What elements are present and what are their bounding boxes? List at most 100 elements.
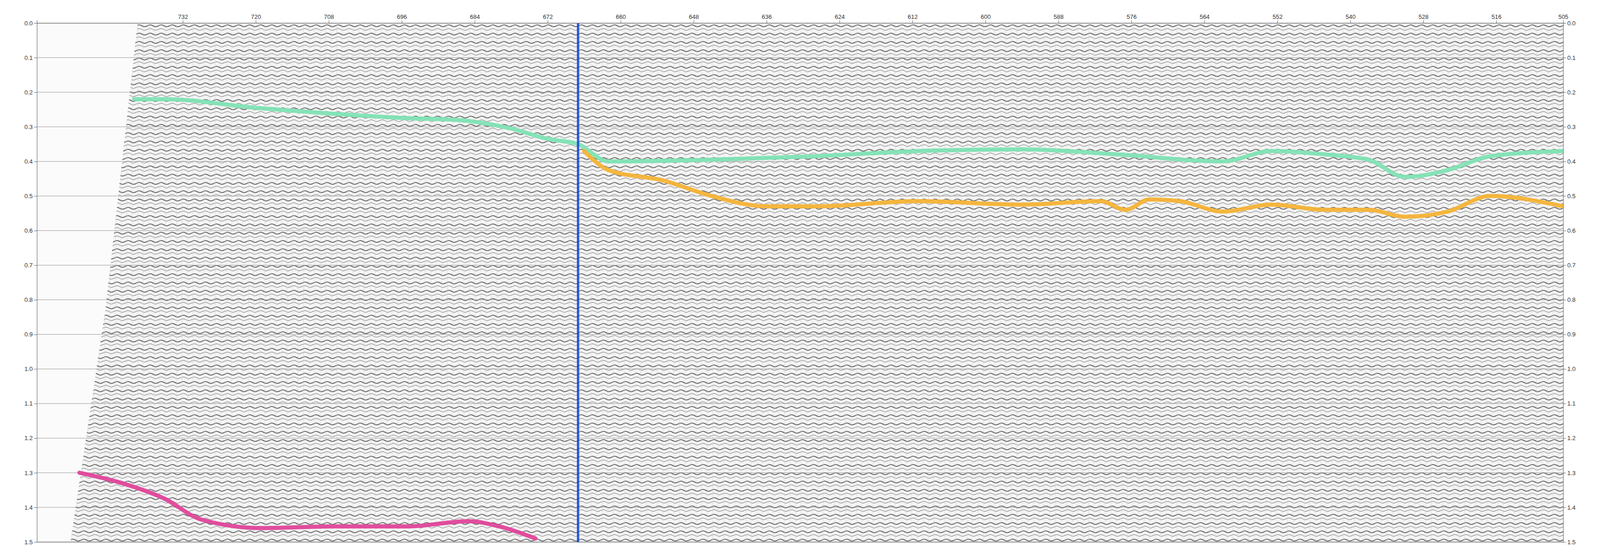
tick: 1.5 <box>24 538 37 546</box>
tick: 0.1 <box>24 54 37 62</box>
tick: 1.4 <box>1563 504 1576 511</box>
tick: 600 <box>980 13 991 24</box>
tick-label: 720 <box>251 13 262 21</box>
tick-label: 576 <box>1126 13 1137 21</box>
tick-label: 624 <box>834 13 845 21</box>
tick: 1.2 <box>1563 434 1576 442</box>
tick: 516 <box>1491 13 1502 24</box>
tick-mark <box>34 57 37 59</box>
tick: 732 <box>177 13 188 24</box>
tick-label: 708 <box>323 13 335 21</box>
tick-label: 0.6 <box>24 227 33 235</box>
tick-label: 0.2 <box>1567 88 1576 96</box>
tick-label: 612 <box>907 13 918 21</box>
grid-line <box>36 334 1564 335</box>
tick: 0.3 <box>24 123 37 131</box>
axis-line <box>1563 23 1567 543</box>
tick: 720 <box>251 13 262 24</box>
tick: 0.3 <box>1563 123 1576 131</box>
tick-label: 0.8 <box>1567 296 1576 304</box>
tick: 0.4 <box>1563 158 1576 165</box>
tick: 684 <box>469 13 481 24</box>
grid-line <box>36 161 1564 162</box>
tick-mark <box>34 369 37 370</box>
grid-line <box>36 126 1564 128</box>
grid-line <box>36 57 1564 59</box>
tick-label: 648 <box>688 13 699 21</box>
tick-label: 636 <box>761 13 773 21</box>
tick: 0.7 <box>1563 261 1576 269</box>
tick: 0.8 <box>1563 296 1576 304</box>
tick-label: 1.2 <box>24 434 33 442</box>
horizon-line <box>79 472 536 539</box>
grid-line <box>36 472 1564 473</box>
tick-label: 0.0 <box>24 19 33 27</box>
tick-label: 1.3 <box>24 469 33 477</box>
tick: 0.4 <box>24 158 37 165</box>
tick: 0.7 <box>24 261 37 269</box>
tick-mark <box>34 126 37 128</box>
tick-label: 684 <box>469 13 481 21</box>
tick-mark <box>34 299 37 301</box>
tick-mark <box>1563 161 1566 162</box>
tick-mark <box>474 20 475 24</box>
tick-mark <box>255 20 257 24</box>
tick-mark <box>1563 126 1566 128</box>
grid-line <box>36 368 1564 370</box>
tick-mark <box>34 472 37 474</box>
tick: 0.6 <box>24 227 37 235</box>
tick-label: 696 <box>397 13 408 21</box>
tick-mark <box>620 20 622 24</box>
tick-label: 0.3 <box>1567 123 1576 131</box>
tick-mark <box>1563 299 1566 301</box>
tick-label: 1.3 <box>1567 469 1576 477</box>
tick-mark <box>1563 334 1566 335</box>
grid <box>36 23 1564 542</box>
tick-mark <box>34 334 37 335</box>
tick: 696 <box>397 13 408 24</box>
tick: 1.0 <box>1563 365 1576 373</box>
grid-line <box>36 264 1564 266</box>
tick-label: 600 <box>980 13 991 21</box>
tick: 1.3 <box>1563 469 1576 477</box>
tick-mark <box>1563 57 1566 59</box>
tick-mark <box>328 20 330 24</box>
grid-line <box>36 92 1564 93</box>
tick-label: 672 <box>542 13 553 21</box>
tick-mark <box>1131 20 1132 24</box>
tick: 1.2 <box>24 434 37 442</box>
tick: 0.2 <box>24 88 37 96</box>
tick: 1.4 <box>24 504 37 511</box>
tick-mark <box>34 507 37 508</box>
tick: 528 <box>1418 13 1429 24</box>
tick-mark <box>34 92 37 93</box>
horizon-line <box>576 23 580 542</box>
tick-label: 1.5 <box>24 538 33 546</box>
tick-mark <box>1563 195 1566 197</box>
tick-label: 660 <box>615 13 627 21</box>
tick-label: 1.2 <box>1567 434 1576 442</box>
tick: 612 <box>907 13 918 24</box>
tick-mark <box>34 264 37 266</box>
tick-label: 0.3 <box>24 123 33 131</box>
tick-mark <box>401 20 403 24</box>
axis-line <box>37 541 1564 543</box>
tick-mark <box>985 20 986 24</box>
tick-mark <box>1563 541 1566 543</box>
chart: 732 720 708 696 684 672 660 648 636 624 612 600 588 5… <box>0 0 1600 553</box>
tick-label: 588 <box>1053 13 1064 21</box>
tick-mark <box>34 230 37 231</box>
tick: 648 <box>688 13 699 24</box>
tick: 672 <box>542 13 553 24</box>
tick-label: 552 <box>1272 13 1283 21</box>
grid-line <box>36 506 1564 508</box>
tick: 1.1 <box>24 399 37 407</box>
axis-line <box>34 23 38 543</box>
tick: 1.3 <box>24 469 37 477</box>
tick-mark <box>34 438 37 439</box>
tick-label: 0.9 <box>24 330 33 338</box>
tick: 0.8 <box>24 296 37 304</box>
tick: 624 <box>834 13 845 24</box>
tick-mark <box>1423 20 1424 24</box>
grid-line <box>36 541 1564 543</box>
